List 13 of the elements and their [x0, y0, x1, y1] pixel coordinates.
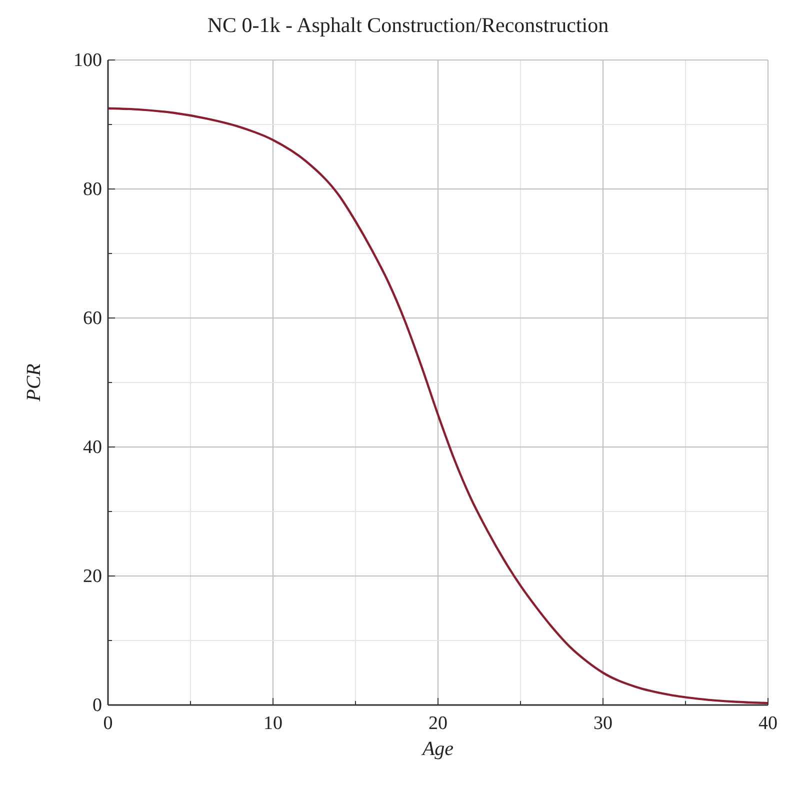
y-tick-label: 40 — [83, 437, 102, 458]
y-tick-label: 80 — [83, 179, 102, 200]
y-tick-label: 0 — [92, 695, 102, 716]
x-tick-label: 30 — [594, 713, 612, 734]
chart-title: NC 0-1k - Asphalt Construction/Reconstruction — [207, 13, 610, 37]
x-tick-label: 40 — [758, 713, 778, 734]
y-axis-title: PCR — [23, 364, 45, 402]
y-tick-label: 60 — [83, 308, 102, 329]
x-tick-label: 10 — [264, 713, 282, 734]
x-tick-label: 20 — [428, 713, 448, 734]
x-axis-title: Age — [420, 738, 454, 760]
y-tick-label: 20 — [83, 566, 102, 587]
y-tick-label: 100 — [74, 50, 102, 71]
